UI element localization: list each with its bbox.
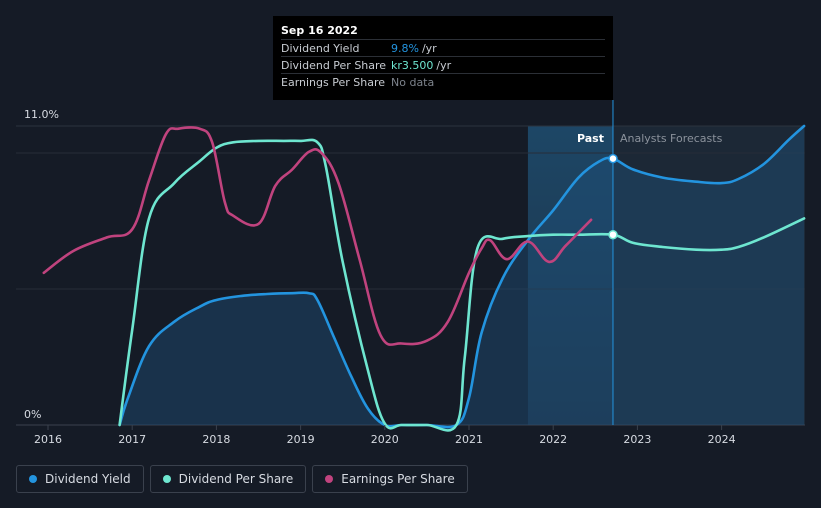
- legend-label: Earnings Per Share: [341, 472, 455, 486]
- earnings-per-share-line: [42, 126, 593, 347]
- legend-dot-icon: [325, 475, 334, 483]
- highlight-markers: [608, 153, 618, 240]
- series-areas: [119, 126, 805, 428]
- dividend-per-share-marker: [608, 229, 618, 240]
- tooltip-row-earnings-per-share: Earnings Per Share No data: [281, 73, 605, 90]
- tooltip-unit: /yr: [436, 58, 452, 72]
- dividend-yield-area: [119, 126, 805, 428]
- legend-label: Dividend Per Share: [178, 472, 294, 486]
- dividend-per-share-line: [118, 138, 806, 432]
- region-past-label: Past: [577, 132, 604, 145]
- x-axis: 2016 2017 2018 2019 2020 2021 2022 2023 2024: [34, 425, 736, 446]
- tooltip-unit: /yr: [421, 41, 437, 55]
- tooltip: Sep 16 2022 Dividend Yield 9.8% /yr Divi…: [273, 16, 613, 100]
- legend-dot-icon: [29, 475, 37, 483]
- legend-dot-icon: [162, 475, 171, 483]
- x-tick-label: 2018: [202, 433, 230, 446]
- legend-item-earnings-per-share[interactable]: Earnings Per Share: [312, 465, 468, 493]
- tooltip-value: kr3.500: [391, 58, 434, 72]
- tooltip-row-dividend-yield: Dividend Yield 9.8% /yr: [281, 39, 605, 56]
- legend-label: Dividend Yield: [45, 472, 131, 486]
- region-forecast-label: Analysts Forecasts: [620, 132, 723, 145]
- y-tick-min: 0%: [24, 408, 41, 421]
- x-tick-label: 2023: [623, 433, 651, 446]
- tooltip-label: Dividend Per Share: [281, 58, 387, 72]
- tooltip-label: Earnings Per Share: [281, 75, 386, 89]
- dividend-yield-marker: [608, 153, 618, 164]
- x-tick-label: 2017: [118, 433, 146, 446]
- series-lines: [42, 124, 806, 432]
- x-tick-label: 2022: [539, 433, 567, 446]
- x-tick-label: 2020: [371, 433, 399, 446]
- x-tick-label: 2016: [34, 433, 62, 446]
- x-tick-label: 2024: [708, 433, 736, 446]
- tooltip-value: No data: [391, 75, 435, 89]
- legend-item-dividend-per-share[interactable]: Dividend Per Share: [149, 465, 307, 493]
- tooltip-date: Sep 16 2022: [281, 24, 358, 37]
- tooltip-value: 9.8%: [391, 41, 419, 55]
- x-tick-label: 2021: [455, 433, 483, 446]
- legend-item-dividend-yield[interactable]: Dividend Yield: [16, 465, 144, 493]
- y-tick-max: 11.0%: [24, 108, 59, 121]
- legend: Dividend Yield Dividend Per Share Earnin…: [16, 465, 468, 493]
- tooltip-row-dividend-per-share: Dividend Per Share kr3.500 /yr: [281, 56, 605, 73]
- forecast-band-highlight: [527, 126, 613, 425]
- tooltip-label: Dividend Yield: [281, 41, 360, 55]
- x-tick-label: 2019: [287, 433, 315, 446]
- dividend-yield-line: [118, 124, 806, 429]
